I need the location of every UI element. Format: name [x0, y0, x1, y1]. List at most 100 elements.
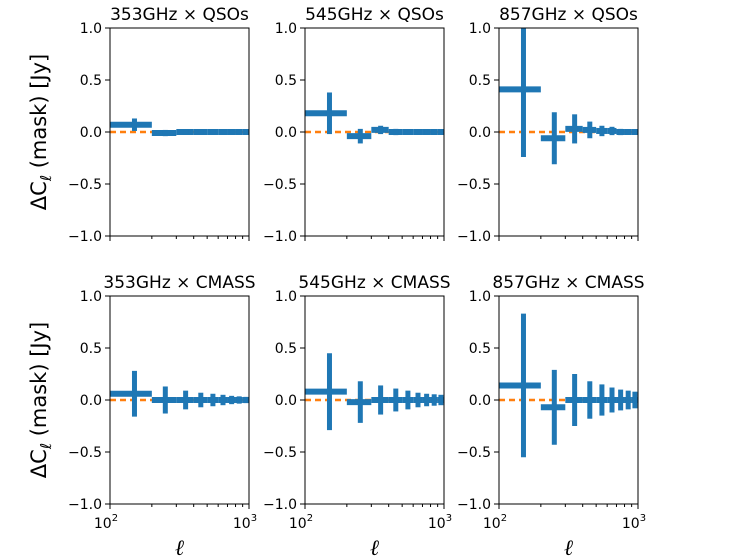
data-point: [305, 353, 347, 431]
y-tick-label: −1.0: [457, 229, 491, 245]
x-tick-base: 10: [483, 516, 501, 532]
y-label-main: ΔC: [27, 449, 51, 478]
data-point: [422, 393, 431, 407]
y-tick-label: 1.0: [469, 289, 491, 305]
data-point: [540, 369, 566, 445]
y-tick-label: 1.0: [80, 289, 102, 305]
x-tick-exponent: 3: [251, 513, 257, 524]
data-point: [207, 129, 219, 135]
y-tick-label: 0.0: [469, 393, 491, 409]
data-point: [193, 392, 208, 408]
data-point: [227, 395, 236, 405]
data-point: [346, 128, 372, 144]
data-point: [151, 386, 177, 414]
y-tick-label: −1.0: [68, 497, 102, 513]
data-point: [596, 125, 608, 137]
y-tick-label: −0.5: [263, 177, 297, 193]
y-tick-label: 0.0: [80, 393, 102, 409]
x-tick-label: 103: [428, 513, 452, 532]
data-point: [242, 396, 249, 404]
panel-title: 545GHz × QSOs: [305, 5, 444, 25]
data-point: [227, 129, 236, 135]
y-label-subscript: ℓ: [37, 175, 55, 182]
data-point: [582, 121, 597, 139]
x-tick-exponent: 3: [640, 513, 646, 524]
x-tick-label: 103: [233, 513, 257, 532]
y-tick-label: 0.5: [275, 341, 297, 357]
x-tick-base: 10: [428, 516, 446, 532]
data-point: [430, 129, 438, 135]
data-point: [624, 129, 632, 135]
y-label-rest: (mask) [Jy]: [27, 54, 51, 175]
y-tick-label: −0.5: [263, 445, 297, 461]
y-label-subscript: ℓ: [37, 443, 55, 450]
data-point: [151, 129, 177, 137]
x-tick-base: 10: [622, 516, 640, 532]
y-tick-label: 1.0: [80, 21, 102, 37]
x-tick-exponent: 2: [501, 513, 507, 524]
data-point: [218, 394, 228, 406]
data-point: [371, 385, 389, 415]
data-point: [402, 129, 414, 135]
panel-title: 857GHz × QSOs: [499, 5, 638, 25]
data-point: [176, 129, 194, 135]
x-axis-label: ℓ: [370, 536, 380, 560]
data-point: [176, 390, 194, 410]
data-point: [616, 128, 625, 136]
y-tick-label: 0.0: [275, 125, 297, 141]
y-label-main: ΔC: [27, 181, 51, 210]
data-point: [437, 129, 444, 135]
data-point: [499, 28, 541, 157]
x-tick-label: 102: [483, 513, 507, 532]
data-point: [110, 118, 152, 131]
data-point: [305, 92, 347, 135]
data-point: [631, 129, 638, 135]
data-point: [540, 112, 566, 165]
data-point: [193, 129, 208, 135]
y-tick-label: −1.0: [68, 229, 102, 245]
y-tick-label: −0.5: [457, 177, 491, 193]
data-point: [388, 128, 403, 136]
data-point: [242, 129, 249, 135]
panel-title: 857GHz × CMASS: [492, 273, 644, 293]
panel-1: 353GHz × QSOs −1.0 −0.5 0.0 0.5 1.0: [68, 5, 250, 245]
y-tick-label: −0.5: [68, 445, 102, 461]
panel-title: 353GHz × CMASS: [103, 273, 255, 293]
data-point: [422, 129, 431, 135]
y-tick-label: 0.0: [275, 393, 297, 409]
data-point: [402, 390, 414, 410]
data-point: [624, 390, 632, 410]
y-tick-label: −1.0: [263, 497, 297, 513]
data-point: [235, 396, 243, 404]
data-point: [565, 374, 583, 426]
data-point: [565, 114, 583, 144]
panel-2: 545GHz × QSOs −1.0 −0.5 0.0 0.5 1.0: [263, 5, 445, 245]
y-tick-label: −0.5: [68, 177, 102, 193]
data-point: [616, 389, 625, 411]
y-tick-label: 1.0: [275, 21, 297, 37]
x-axis-label: ℓ: [175, 536, 185, 560]
y-tick-label: −1.0: [457, 497, 491, 513]
data-point: [413, 392, 423, 408]
x-tick-label: 102: [94, 513, 118, 532]
y-tick-label: −0.5: [457, 445, 491, 461]
x-tick-base: 10: [94, 516, 112, 532]
y-tick-label: 0.5: [80, 341, 102, 357]
y-tick-label: 1.0: [469, 21, 491, 37]
y-tick-label: 0.5: [80, 73, 102, 89]
data-point: [235, 129, 243, 135]
x-tick-exponent: 2: [112, 513, 118, 524]
y-tick-label: 0.5: [469, 73, 491, 89]
y-label-rest: (mask) [Jy]: [27, 322, 51, 443]
data-point: [413, 129, 423, 135]
data-point: [371, 125, 389, 135]
data-point: [607, 126, 617, 136]
panel-3: 857GHz × QSOs −1.0 −0.5 0.0 0.5 1.0: [457, 5, 639, 245]
y-tick-label: 0.0: [469, 125, 491, 141]
y-tick-label: 0.0: [80, 125, 102, 141]
y-axis-label: ΔCℓ (mask) [Jy]: [27, 322, 55, 478]
x-tick-exponent: 2: [307, 513, 313, 524]
data-point: [596, 384, 608, 416]
